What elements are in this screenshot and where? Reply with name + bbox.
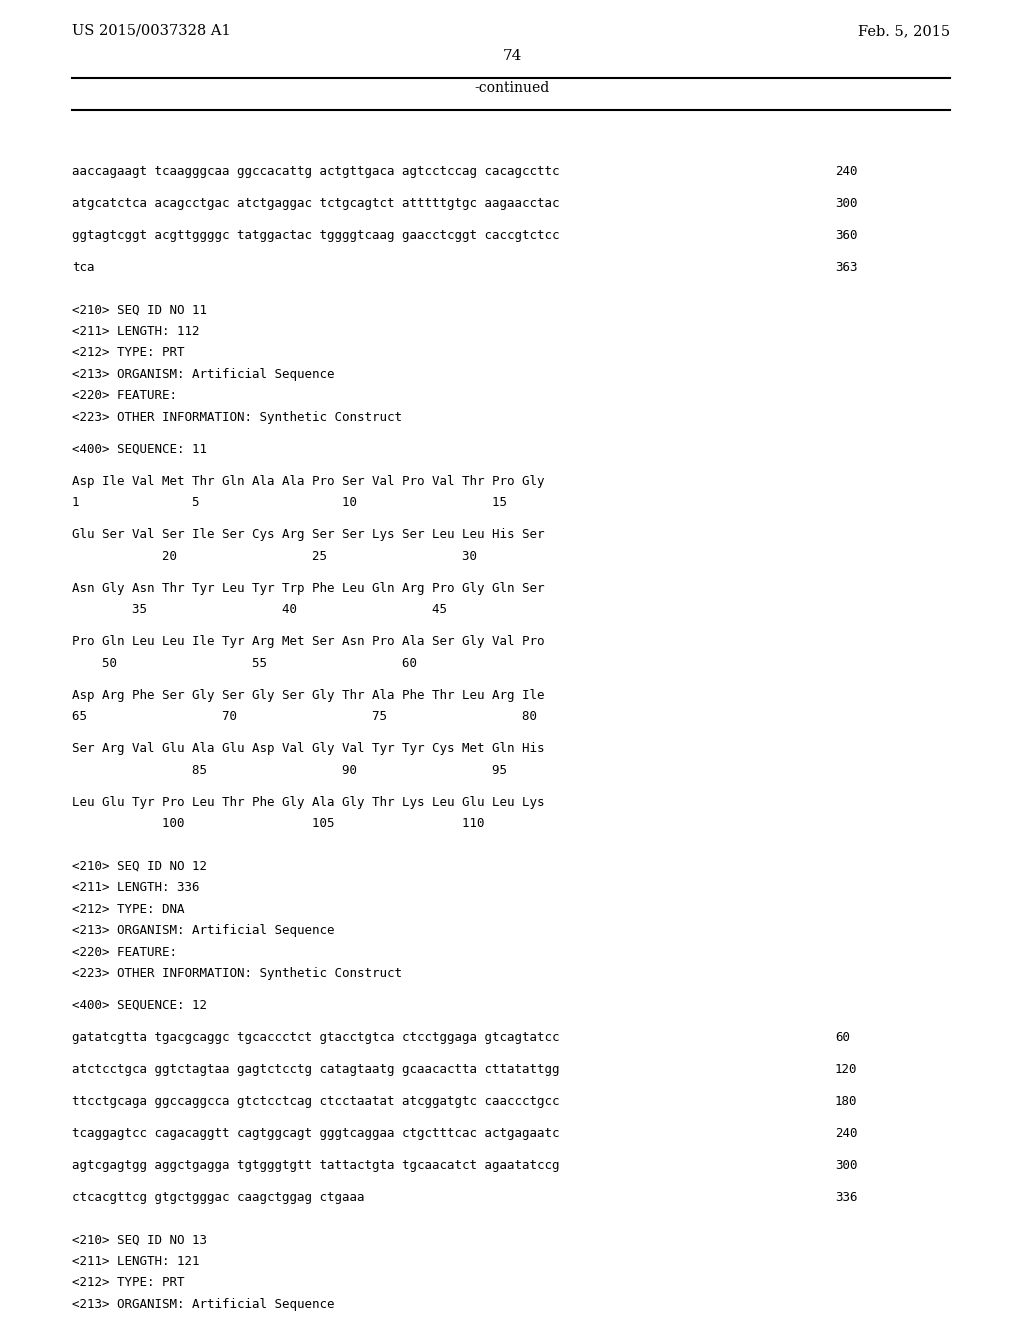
Text: 74: 74 (503, 49, 521, 63)
Text: US 2015/0037328 A1: US 2015/0037328 A1 (72, 24, 230, 38)
Text: 300: 300 (835, 1159, 857, 1172)
Text: <212> TYPE: PRT: <212> TYPE: PRT (72, 346, 184, 359)
Text: 240: 240 (835, 1127, 857, 1139)
Text: gatatcgtta tgacgcaggc tgcaccctct gtacctgtca ctcctggaga gtcagtatcc: gatatcgtta tgacgcaggc tgcaccctct gtacctg… (72, 1031, 559, 1044)
Text: ctcacgttcg gtgctgggac caagctggag ctgaaa: ctcacgttcg gtgctgggac caagctggag ctgaaa (72, 1191, 365, 1204)
Text: atgcatctca acagcctgac atctgaggac tctgcagtct atttttgtgc aagaacctac: atgcatctca acagcctgac atctgaggac tctgcag… (72, 197, 559, 210)
Text: <220> FEATURE:: <220> FEATURE: (72, 945, 177, 958)
Text: 300: 300 (835, 197, 857, 210)
Text: <213> ORGANISM: Artificial Sequence: <213> ORGANISM: Artificial Sequence (72, 924, 335, 937)
Text: Asn Gly Asn Thr Tyr Leu Tyr Trp Phe Leu Gln Arg Pro Gly Gln Ser: Asn Gly Asn Thr Tyr Leu Tyr Trp Phe Leu … (72, 582, 545, 595)
Text: <212> TYPE: DNA: <212> TYPE: DNA (72, 903, 184, 916)
Text: 65                  70                  75                  80: 65 70 75 80 (72, 710, 537, 723)
Text: <400> SEQUENCE: 11: <400> SEQUENCE: 11 (72, 442, 207, 455)
Text: tca: tca (72, 261, 94, 273)
Text: -continued: -continued (474, 81, 550, 95)
Text: atctcctgca ggtctagtaa gagtctcctg catagtaatg gcaacactta cttatattgg: atctcctgca ggtctagtaa gagtctcctg catagta… (72, 1063, 559, 1076)
Text: 100                 105                 110: 100 105 110 (72, 817, 484, 830)
Text: Feb. 5, 2015: Feb. 5, 2015 (858, 24, 950, 38)
Text: <213> ORGANISM: Artificial Sequence: <213> ORGANISM: Artificial Sequence (72, 1298, 335, 1311)
Text: 35                  40                  45: 35 40 45 (72, 603, 447, 616)
Text: <210> SEQ ID NO 11: <210> SEQ ID NO 11 (72, 304, 207, 317)
Text: 360: 360 (835, 228, 857, 242)
Text: 363: 363 (835, 261, 857, 273)
Text: Asp Arg Phe Ser Gly Ser Gly Ser Gly Thr Ala Phe Thr Leu Arg Ile: Asp Arg Phe Ser Gly Ser Gly Ser Gly Thr … (72, 689, 545, 702)
Text: <211> LENGTH: 112: <211> LENGTH: 112 (72, 325, 200, 338)
Text: 336: 336 (835, 1191, 857, 1204)
Text: 60: 60 (835, 1031, 850, 1044)
Text: <210> SEQ ID NO 13: <210> SEQ ID NO 13 (72, 1233, 207, 1246)
Text: <212> TYPE: PRT: <212> TYPE: PRT (72, 1276, 184, 1290)
Text: agtcgagtgg aggctgagga tgtgggtgtt tattactgta tgcaacatct agaatatccg: agtcgagtgg aggctgagga tgtgggtgtt tattact… (72, 1159, 559, 1172)
Text: Glu Ser Val Ser Ile Ser Cys Arg Ser Ser Lys Ser Leu Leu His Ser: Glu Ser Val Ser Ile Ser Cys Arg Ser Ser … (72, 528, 545, 541)
Text: aaccagaagt tcaagggcaa ggccacattg actgttgaca agtcctccag cacagccttc: aaccagaagt tcaagggcaa ggccacattg actgttg… (72, 165, 559, 178)
Text: tcaggagtcc cagacaggtt cagtggcagt gggtcaggaa ctgctttcac actgagaatc: tcaggagtcc cagacaggtt cagtggcagt gggtcag… (72, 1127, 559, 1139)
Text: Pro Gln Leu Leu Ile Tyr Arg Met Ser Asn Pro Ala Ser Gly Val Pro: Pro Gln Leu Leu Ile Tyr Arg Met Ser Asn … (72, 635, 545, 648)
Text: <211> LENGTH: 336: <211> LENGTH: 336 (72, 880, 200, 894)
Text: 20                  25                  30: 20 25 30 (72, 549, 477, 562)
Text: <220> FEATURE:: <220> FEATURE: (72, 389, 177, 403)
Text: 1               5                   10                  15: 1 5 10 15 (72, 496, 507, 510)
Text: <213> ORGANISM: Artificial Sequence: <213> ORGANISM: Artificial Sequence (72, 368, 335, 380)
Text: <223> OTHER INFORMATION: Synthetic Construct: <223> OTHER INFORMATION: Synthetic Const… (72, 968, 402, 979)
Text: 180: 180 (835, 1094, 857, 1107)
Text: <210> SEQ ID NO 12: <210> SEQ ID NO 12 (72, 859, 207, 873)
Text: <400> SEQUENCE: 12: <400> SEQUENCE: 12 (72, 999, 207, 1012)
Text: Asp Ile Val Met Thr Gln Ala Ala Pro Ser Val Pro Val Thr Pro Gly: Asp Ile Val Met Thr Gln Ala Ala Pro Ser … (72, 475, 545, 487)
Text: 120: 120 (835, 1063, 857, 1076)
Text: ttcctgcaga ggccaggcca gtctcctcag ctcctaatat atcggatgtc caaccctgcc: ttcctgcaga ggccaggcca gtctcctcag ctcctaa… (72, 1094, 559, 1107)
Text: Ser Arg Val Glu Ala Glu Asp Val Gly Val Tyr Tyr Cys Met Gln His: Ser Arg Val Glu Ala Glu Asp Val Gly Val … (72, 742, 545, 755)
Text: <211> LENGTH: 121: <211> LENGTH: 121 (72, 1254, 200, 1267)
Text: ggtagtcggt acgttggggc tatggactac tggggtcaag gaacctcggt caccgtctcc: ggtagtcggt acgttggggc tatggactac tggggtc… (72, 228, 559, 242)
Text: 50                  55                  60: 50 55 60 (72, 656, 417, 669)
Text: Leu Glu Tyr Pro Leu Thr Phe Gly Ala Gly Thr Lys Leu Glu Leu Lys: Leu Glu Tyr Pro Leu Thr Phe Gly Ala Gly … (72, 796, 545, 809)
Text: <223> OTHER INFORMATION: Synthetic Construct: <223> OTHER INFORMATION: Synthetic Const… (72, 411, 402, 424)
Text: 240: 240 (835, 165, 857, 178)
Text: 85                  90                  95: 85 90 95 (72, 763, 507, 776)
